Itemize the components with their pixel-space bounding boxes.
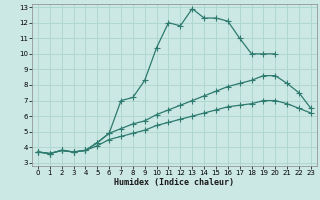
- X-axis label: Humidex (Indice chaleur): Humidex (Indice chaleur): [115, 178, 234, 187]
